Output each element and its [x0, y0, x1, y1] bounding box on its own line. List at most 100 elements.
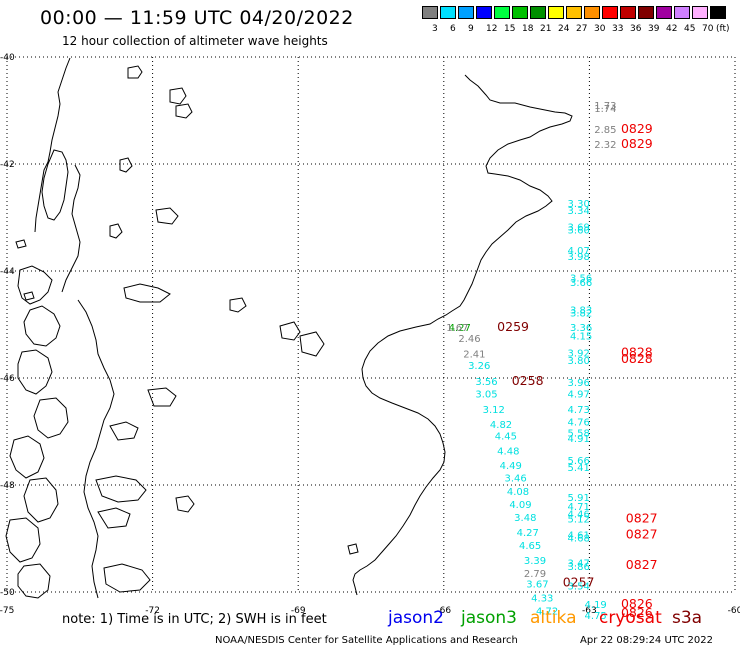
scale-label: 30	[594, 24, 606, 34]
wave-height-label: 2.85	[594, 125, 616, 136]
wave-height-label: 4.71	[568, 502, 590, 513]
wave-height-label: 3.56	[570, 274, 592, 285]
island-chiloe	[41, 149, 69, 221]
wave-height-label: 3.56	[475, 377, 497, 388]
scale-label: 24	[558, 24, 570, 34]
lat-tick-label: -50	[0, 588, 15, 598]
wave-height-label: 3.80	[568, 356, 590, 367]
scale-swatch	[584, 6, 600, 19]
scale-unit-label: (ft)	[716, 24, 730, 34]
island-small-4	[299, 331, 325, 357]
scale-swatch	[620, 6, 636, 19]
lake-argentino	[95, 475, 147, 503]
archipelago-4	[33, 397, 69, 439]
pass-time-label: 0827	[626, 557, 658, 572]
wave-height-label: 5.58	[568, 428, 590, 439]
lake-6	[155, 207, 179, 225]
pass-time-label: 0826	[621, 596, 653, 611]
archipelago-1	[17, 265, 53, 305]
wave-height-label: 4.33	[531, 594, 553, 605]
lat-tick-label: -42	[0, 160, 15, 170]
map-subtitle: 12 hour collection of altimeter wave hei…	[62, 34, 328, 48]
wave-height-label: 4.73	[568, 405, 590, 416]
wave-height-label: 3.34	[568, 206, 590, 217]
scale-label: 36	[630, 24, 642, 34]
wave-height-label: 3.26	[468, 361, 490, 372]
scale-swatch	[692, 6, 708, 19]
wave-height-label: 3.30	[568, 199, 590, 210]
pass-time-label: 0828	[621, 345, 653, 360]
wave-height-label: 1.74	[594, 104, 616, 115]
archipelago-7	[5, 517, 41, 563]
scale-swatch	[710, 6, 726, 19]
scale-label: 9	[468, 24, 474, 34]
wave-height-label: 3.66	[570, 278, 592, 289]
island-small-5	[23, 291, 35, 301]
wave-height-label: 3.60	[568, 226, 590, 237]
coastline-chile-mid	[61, 164, 81, 293]
wave-height-label: 4.75	[585, 611, 607, 622]
lat-tick-label: -40	[0, 53, 15, 63]
scale-swatch	[674, 6, 690, 19]
lat-tick-label: -44	[0, 267, 15, 277]
satellite-jason2: jason2	[388, 608, 444, 628]
scale-swatch	[548, 6, 564, 19]
wave-height-label: 3.47	[568, 558, 590, 569]
lat-lon-grid	[6, 56, 736, 593]
scale-label: 6	[450, 24, 456, 34]
pass-time-label: 0258	[512, 373, 544, 388]
scale-label: 33	[612, 24, 624, 34]
scale-swatch	[422, 6, 438, 19]
scale-swatch	[458, 6, 474, 19]
scale-label: 70	[702, 24, 714, 34]
lon-tick-label: -60	[728, 606, 740, 616]
map-title: 00:00 — 11:59 UTC 04/20/2022	[40, 7, 354, 29]
wave-height-label: 3.82	[570, 308, 592, 319]
scale-swatch	[638, 6, 654, 19]
pass-time-label: 0829	[621, 121, 653, 136]
wave-height-label: 3.39	[524, 556, 546, 567]
scale-label: 27	[576, 24, 588, 34]
wave-height-label: 4.08	[507, 487, 529, 498]
wave-height-label: 4.72	[536, 606, 558, 617]
wave-height-label: 3.86	[568, 562, 590, 573]
wave-height-label: 4.45	[495, 432, 517, 443]
archipelago-3	[17, 349, 53, 395]
lake-buenos-aires	[123, 283, 171, 303]
wave-height-label: 4.27	[517, 528, 539, 539]
wave-height-label: 3.83	[570, 305, 592, 316]
mainland-chile-south	[77, 299, 115, 599]
wave-height-label: 4.07	[568, 246, 590, 257]
wave-height-label: 4.76	[568, 418, 590, 429]
pass-time-label: 0257	[563, 575, 595, 590]
lake-1	[127, 65, 143, 79]
lon-tick-label: -75	[0, 606, 14, 616]
lake-viedma	[109, 421, 139, 441]
wave-height-label: 3.46	[504, 473, 526, 484]
scale-swatch	[440, 6, 456, 19]
wave-height-label: 3.54	[568, 581, 590, 592]
lat-tick-label: -48	[0, 481, 15, 491]
wave-height-label: 4.68	[568, 534, 590, 545]
wave-height-label: 5.66	[568, 456, 590, 467]
lake-8	[97, 507, 131, 529]
wave-height-label: 4.82	[490, 420, 512, 431]
scale-swatch	[494, 6, 510, 19]
wave-height-label: 4.65	[519, 541, 541, 552]
island-small-2	[229, 297, 247, 313]
wave-height-label: 3.48	[514, 513, 536, 524]
wave-height-label: 3.67	[526, 580, 548, 591]
scale-label: 42	[666, 24, 678, 34]
pass-time-label: 0827	[626, 510, 658, 525]
lake-4	[119, 157, 133, 173]
wave-height-label: 4.15	[570, 331, 592, 342]
wave-height-label: 3.36	[570, 323, 592, 334]
lake-3	[175, 103, 193, 119]
archipelago-6	[23, 477, 59, 523]
scale-label: 15	[504, 24, 516, 34]
generated-timestamp: Apr 22 08:29:24 UTC 2022	[580, 635, 713, 646]
wave-height-label: 4.48	[497, 447, 519, 458]
archipelago-5	[9, 435, 45, 479]
